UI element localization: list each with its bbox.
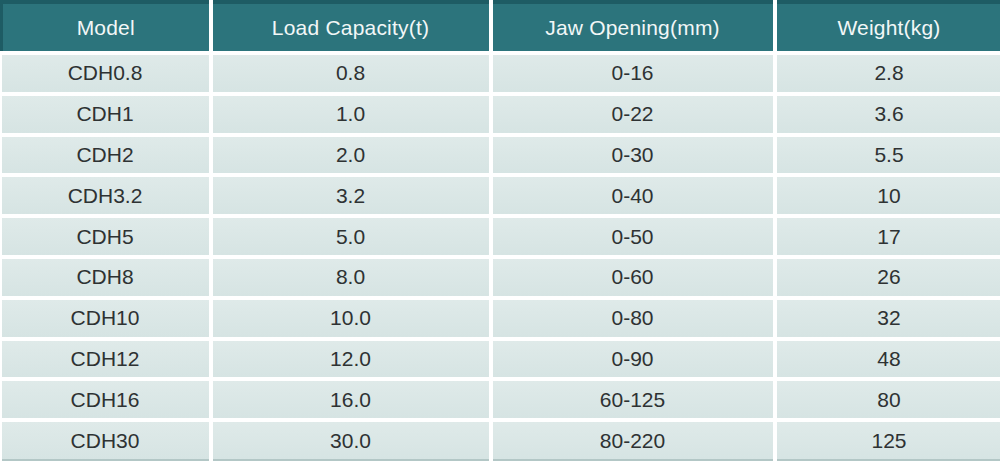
table-row: CDH1010.00-8032	[2, 298, 1000, 339]
table-header-row: Model Load Capacity(t) Jaw Opening(mm) W…	[2, 2, 1000, 53]
cell-weight: 26	[775, 257, 1000, 298]
cell-jaw-opening: 0-22	[491, 94, 775, 135]
table-row: CDH3030.080-220125	[2, 420, 1000, 460]
column-header-weight: Weight(kg)	[775, 2, 1000, 53]
cell-jaw-opening: 0-80	[491, 298, 775, 339]
cell-model: CDH3.2	[2, 175, 211, 216]
cell-model: CDH10	[2, 298, 211, 339]
cell-weight: 48	[775, 339, 1000, 380]
cell-weight: 80	[775, 379, 1000, 420]
table-row: CDH3.23.20-4010	[2, 175, 1000, 216]
cell-model: CDH2	[2, 135, 211, 176]
column-header-jaw-opening: Jaw Opening(mm)	[491, 2, 775, 53]
cell-jaw-opening: 0-40	[491, 175, 775, 216]
cell-weight: 32	[775, 298, 1000, 339]
product-spec-table: Model Load Capacity(t) Jaw Opening(mm) W…	[0, 0, 1000, 461]
cell-load-capacity: 5.0	[211, 216, 491, 257]
column-header-model: Model	[2, 2, 211, 53]
column-header-load-capacity: Load Capacity(t)	[211, 2, 491, 53]
cell-jaw-opening: 80-220	[491, 420, 775, 460]
cell-load-capacity: 3.2	[211, 175, 491, 216]
cell-weight: 17	[775, 216, 1000, 257]
table-row: CDH22.00-305.5	[2, 135, 1000, 176]
cell-jaw-opening: 60-125	[491, 379, 775, 420]
table-row: CDH88.00-6026	[2, 257, 1000, 298]
table-body: CDH0.80.80-162.8CDH11.00-223.6CDH22.00-3…	[2, 53, 1000, 460]
cell-load-capacity: 1.0	[211, 94, 491, 135]
cell-weight: 125	[775, 420, 1000, 460]
cell-jaw-opening: 0-60	[491, 257, 775, 298]
cell-load-capacity: 12.0	[211, 339, 491, 380]
cell-weight: 2.8	[775, 53, 1000, 94]
cell-model: CDH30	[2, 420, 211, 460]
cell-load-capacity: 16.0	[211, 379, 491, 420]
table-row: CDH11.00-223.6	[2, 94, 1000, 135]
cell-model: CDH16	[2, 379, 211, 420]
cell-load-capacity: 10.0	[211, 298, 491, 339]
cell-model: CDH12	[2, 339, 211, 380]
cell-jaw-opening: 0-16	[491, 53, 775, 94]
cell-model: CDH8	[2, 257, 211, 298]
table-row: CDH1616.060-12580	[2, 379, 1000, 420]
cell-weight: 5.5	[775, 135, 1000, 176]
cell-weight: 3.6	[775, 94, 1000, 135]
cell-load-capacity: 30.0	[211, 420, 491, 460]
cell-load-capacity: 8.0	[211, 257, 491, 298]
table-row: CDH55.00-5017	[2, 216, 1000, 257]
cell-jaw-opening: 0-90	[491, 339, 775, 380]
product-spec-table-container: Model Load Capacity(t) Jaw Opening(mm) W…	[0, 0, 1000, 461]
table-row: CDH1212.00-9048	[2, 339, 1000, 380]
cell-jaw-opening: 0-30	[491, 135, 775, 176]
cell-jaw-opening: 0-50	[491, 216, 775, 257]
cell-model: CDH0.8	[2, 53, 211, 94]
table-row: CDH0.80.80-162.8	[2, 53, 1000, 94]
cell-model: CDH5	[2, 216, 211, 257]
cell-load-capacity: 2.0	[211, 135, 491, 176]
cell-load-capacity: 0.8	[211, 53, 491, 94]
cell-model: CDH1	[2, 94, 211, 135]
cell-weight: 10	[775, 175, 1000, 216]
table-header: Model Load Capacity(t) Jaw Opening(mm) W…	[2, 2, 1000, 53]
